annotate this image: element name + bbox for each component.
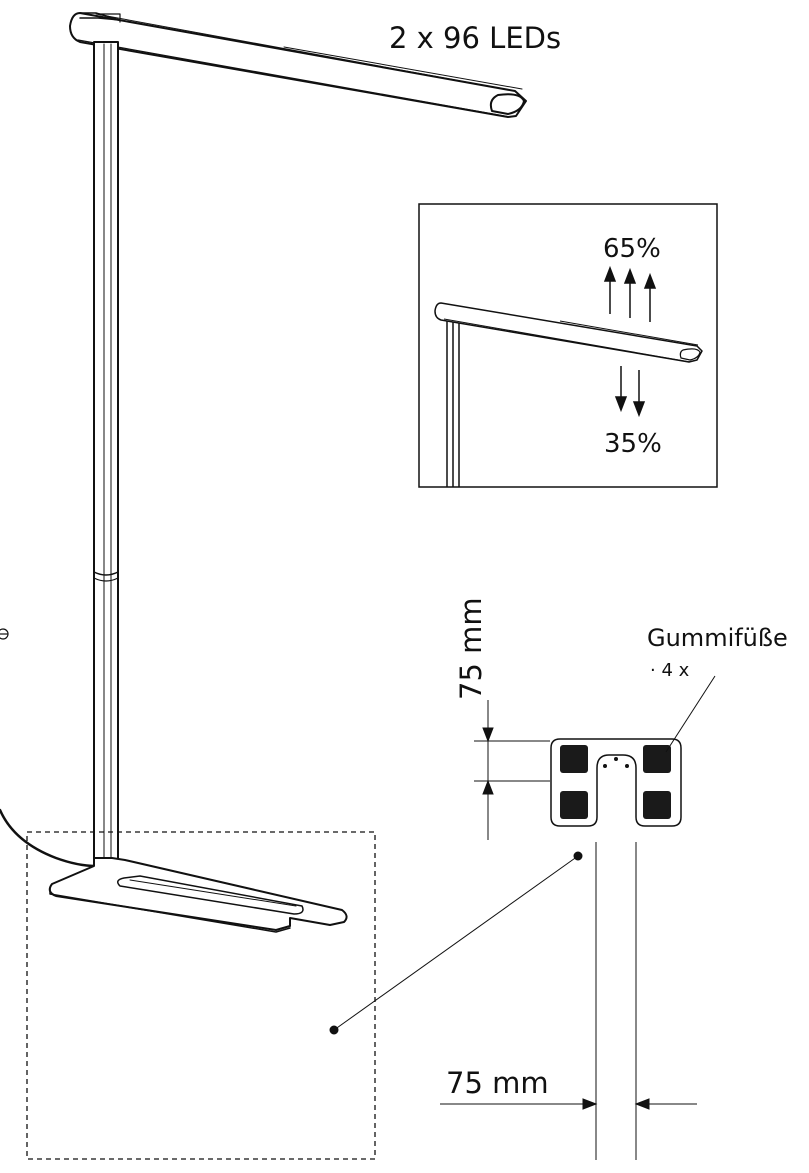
base-detail-frame: [26, 831, 376, 1160]
power-cable: [0, 808, 98, 868]
rubber-foot-pad: [643, 745, 671, 773]
lamp-base: [48, 857, 348, 933]
rubber-feet-leader: [665, 675, 716, 753]
lamp-head: [69, 12, 527, 118]
base-plan-visible: [550, 738, 682, 827]
vertical-dimension-label: 75 mm: [454, 597, 488, 700]
light-distribution-inset: 65% 35%: [418, 203, 718, 488]
rubber-feet: [560, 745, 671, 819]
downlight-percent-label: 35%: [604, 429, 662, 459]
horizontal-dimension-label: 75 mm: [446, 1066, 549, 1100]
vertical-dimension: [474, 700, 550, 840]
rubber-feet-label: Gummifüße: [647, 624, 788, 652]
rubber-feet-count-label: · 4 x: [650, 660, 690, 681]
horizontal-dimension: [440, 842, 697, 1160]
uplight-arrows: [603, 265, 657, 322]
rubber-foot-pad: [560, 791, 588, 819]
led-count-label: 2 x 96 LEDs: [389, 21, 561, 55]
screw-holes: [603, 757, 629, 768]
uplight-percent-label: 65%: [603, 234, 661, 264]
rubber-foot-pad: [643, 791, 671, 819]
downlight-arrows: [614, 366, 646, 418]
detail-leader-line: [329, 851, 583, 1035]
partial-symbol-icon: [0, 628, 9, 640]
lamp-pole: [93, 41, 119, 871]
rubber-foot-pad: [560, 745, 588, 773]
floor-lamp-drawing: [0, 12, 527, 933]
